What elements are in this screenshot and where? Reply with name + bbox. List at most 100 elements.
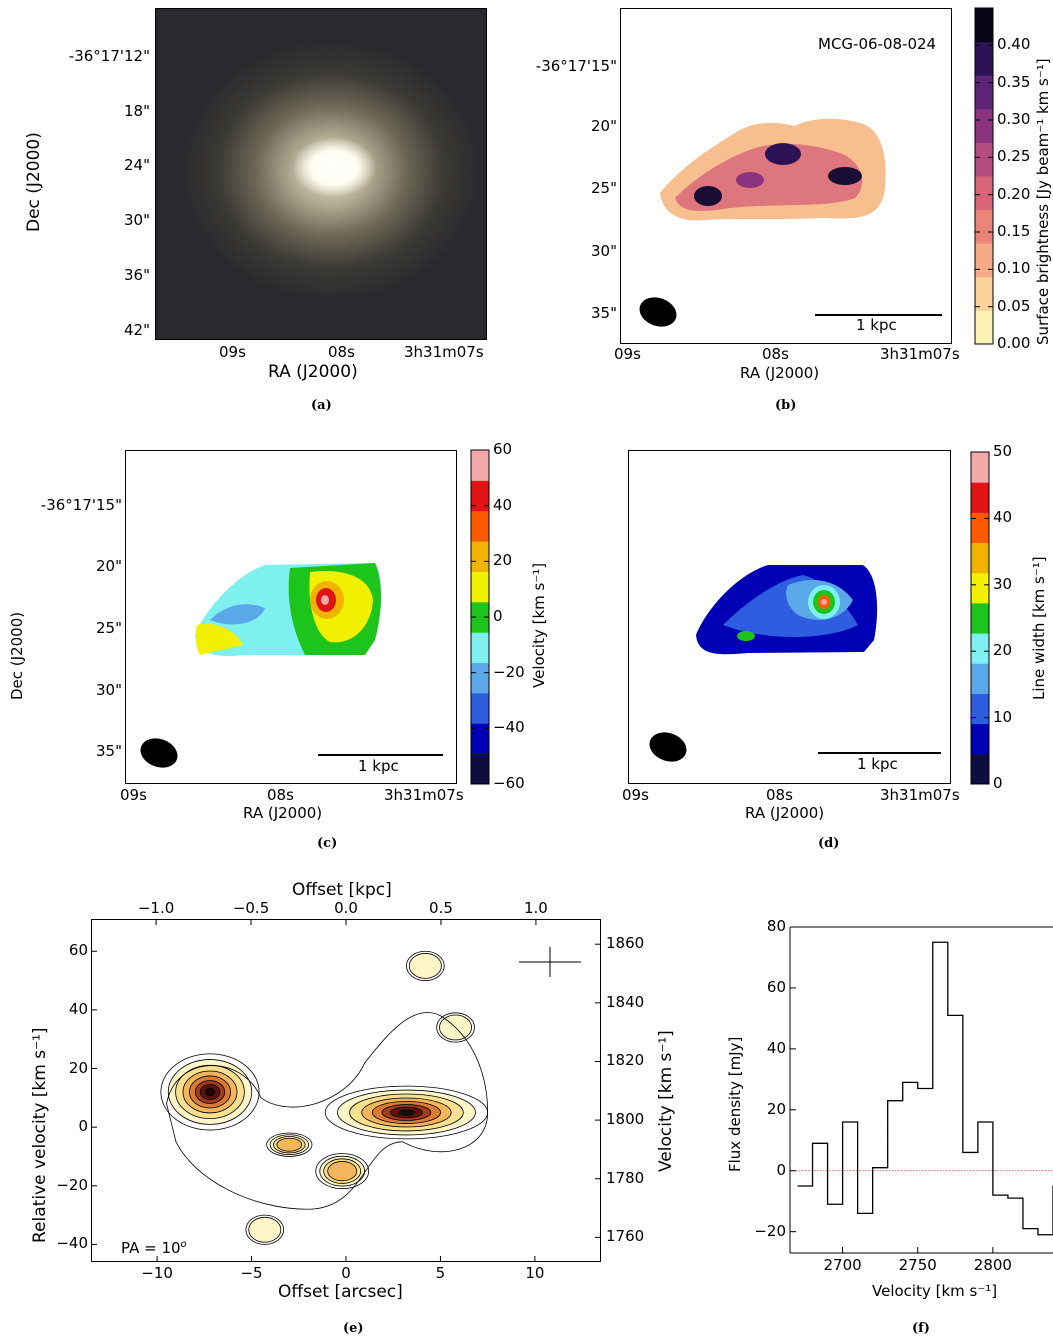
- panel-a-xtick-1: 08s: [328, 343, 355, 361]
- c-colorbar-band-1: [471, 723, 489, 755]
- panel-b-ytick-1: 20": [591, 117, 617, 135]
- panel-d-scalebar-label: 1 kpc: [857, 755, 898, 773]
- panel-c-xtick-2: 3h31m07s: [384, 786, 464, 804]
- b-colorbar-band-3: [975, 209, 993, 244]
- panel-c-ytick-4: 35": [96, 742, 122, 760]
- panel-b-peak-2: [765, 143, 801, 165]
- panel-a-ytick-5: 42": [124, 321, 150, 339]
- panel-b-peak-4: [736, 172, 764, 188]
- panel-d-colorbar-tick-5: 50: [993, 442, 1013, 460]
- panel-d-xtick-0: 09s: [622, 786, 649, 804]
- panel-a-ytick-0: -36°17'12": [68, 47, 150, 65]
- d-colorbar-band-5: [971, 602, 989, 634]
- panel-c-colorbar-tick-2: −20: [493, 662, 525, 681]
- panel-e-pa-text: PA = 10: [121, 1239, 181, 1257]
- panel-b-label: MCG-06-08-024: [818, 35, 937, 53]
- panel-c-caption: (c): [317, 836, 338, 851]
- panel-c-ytick-2: 25": [96, 619, 122, 637]
- panel-a-xtick-2: 3h31m07s: [404, 343, 484, 361]
- pv-contour-5-1: [408, 953, 442, 979]
- panel-c-yellow-left: [195, 623, 243, 655]
- panel-f-caption: (f): [912, 1321, 930, 1336]
- panel-b-scalebar-label: 1 kpc: [856, 316, 897, 334]
- panel-e-right-ytick-3: 1820: [606, 1051, 645, 1070]
- panel-c-beam: [140, 738, 178, 768]
- panel-a-xlabel: RA (J2000): [268, 362, 358, 382]
- d-colorbar-band-0: [971, 753, 989, 785]
- panel-d-colorbar-tick-1: 10: [993, 707, 1013, 726]
- panel-c-colorbar: [470, 449, 490, 785]
- panel-c-map: [140, 563, 443, 768]
- panel-f-ytick-4: 60: [766, 977, 786, 996]
- panel-e-ytick-1: −20: [56, 1175, 88, 1194]
- c-colorbar-band-2: [471, 692, 489, 724]
- panel-c-xlabel: RA (J2000): [243, 804, 323, 822]
- panel-d-colorbar-tick-2: 20: [993, 641, 1013, 660]
- panel-f-ytick-1: 0: [776, 1160, 786, 1179]
- panel-c-colorbar-tick-1: −40: [493, 718, 525, 737]
- panel-a-caption: (a): [311, 398, 332, 413]
- panel-e-ytick-4: 40: [68, 999, 88, 1018]
- panel-c-xtick-1: 08s: [267, 786, 294, 804]
- panel-e-ylabel: Relative velocity [km s⁻¹]: [30, 1027, 50, 1243]
- panel-e-pa-label: PA = 10o: [121, 1239, 187, 1257]
- pv-contour-5-0: [406, 950, 445, 981]
- panel-c-ytick-3: 30": [96, 681, 122, 699]
- b-colorbar-border: [974, 7, 994, 345]
- pv-contour-0-0: [160, 1053, 260, 1131]
- panel-c-colorbar-label: Velocity [km s⁻¹]: [530, 562, 548, 688]
- panel-b-beam: [639, 297, 677, 327]
- d-colorbar-band-3: [971, 663, 989, 694]
- panel-e-right-ytick-2: 1800: [606, 1110, 645, 1129]
- d-colorbar-band-6: [971, 572, 989, 604]
- panel-b-ytick-4: 35": [591, 304, 617, 322]
- panel-e-xtick-3: 5: [435, 1264, 446, 1282]
- panel-d-colorbar-label: Line width [km s⁻¹]: [1030, 556, 1048, 700]
- panel-a-ytick-1: 18": [124, 102, 150, 120]
- panel-e-pa-sup: o: [180, 1239, 187, 1250]
- panel-c-xtick-0: 09s: [120, 786, 147, 804]
- panel-b-colorbar: [974, 7, 994, 345]
- panel-c-blue-patch: [210, 604, 265, 625]
- b-colorbar-band-9: [975, 8, 993, 43]
- d-colorbar-band-9: [971, 482, 989, 513]
- panel-e-top-xlabel: Offset [kpc]: [292, 880, 392, 900]
- panel-e-top-xtick-2: 0.0: [334, 899, 358, 917]
- panel-e-xtick-0: −10: [141, 1264, 173, 1282]
- panel-d-colorbar: [970, 451, 990, 785]
- panel-b-colorbar-tick-6: 0.30: [997, 110, 1031, 128]
- panel-c-colorbar-tick-5: 40: [493, 495, 513, 514]
- panel-e-right-ytick-0: 1760: [606, 1227, 645, 1246]
- panel-b-peak-1: [694, 186, 722, 206]
- panel-e-xtick-1: −5: [240, 1264, 263, 1282]
- b-colorbar-band-2: [975, 243, 993, 278]
- panel-b-colorbar-label: Surface brightness [Jy beam⁻¹ km s⁻¹]: [1034, 58, 1052, 345]
- pv-contour-6-0: [436, 1012, 475, 1043]
- panel-d-xtick-1: 08s: [766, 786, 793, 804]
- panel-e-ytick-3: 20: [68, 1058, 88, 1077]
- panel-a-ytick-4: 36": [124, 266, 150, 284]
- panel-b-xtick-1: 08s: [762, 345, 789, 363]
- d-colorbar-border: [970, 451, 990, 785]
- panel-f-xtick-2: 2800: [973, 1256, 1012, 1274]
- d-colorbar-band-7: [971, 542, 989, 574]
- panel-e-caption: (e): [343, 1321, 364, 1336]
- b-colorbar-band-0: [975, 310, 993, 345]
- panel-e-xtick-2: 0: [341, 1264, 351, 1282]
- b-colorbar-band-6: [975, 108, 993, 143]
- panel-f-spectrum: [789, 926, 1053, 1254]
- pv-contour-0-7: [204, 1087, 216, 1097]
- panel-e-top-xtick-3: 0.5: [429, 899, 453, 917]
- panel-b-xtick-0: 09s: [614, 345, 641, 363]
- panel-a-ytick-3: 30": [124, 211, 150, 229]
- c-colorbar-band-5: [471, 601, 489, 633]
- pv-contour-4-0: [245, 1214, 285, 1245]
- panel-d-small-peak: [737, 631, 755, 641]
- panel-b-colorbar-tick-8: 0.40: [997, 35, 1031, 54]
- panel-b-peak-3: [828, 167, 862, 185]
- panel-c-colorbar-tick-0: −60: [493, 774, 525, 792]
- panel-f-xtick-0: 2700: [823, 1256, 862, 1274]
- b-colorbar-band-4: [975, 176, 993, 211]
- panel-e-right-ytick-4: 1840: [606, 992, 645, 1011]
- panel-e-top-xtick-1: −0.5: [232, 899, 270, 917]
